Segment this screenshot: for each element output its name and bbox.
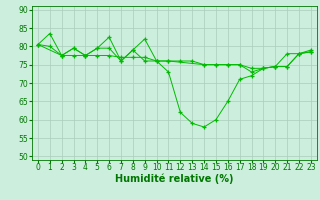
- X-axis label: Humidité relative (%): Humidité relative (%): [115, 174, 234, 184]
